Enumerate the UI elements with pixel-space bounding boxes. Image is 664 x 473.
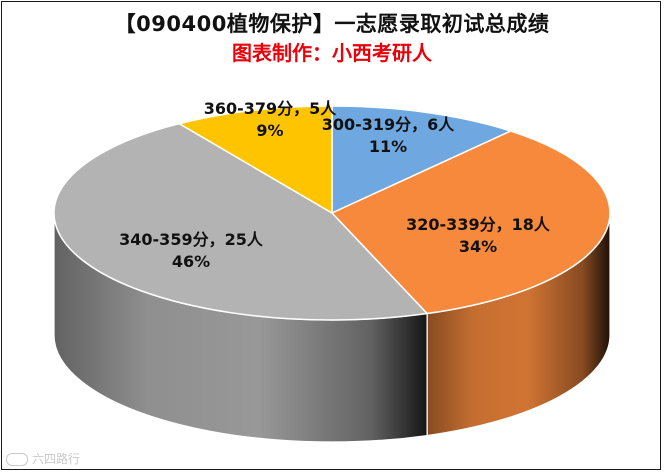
data-label-360-379分: 360-379分，5人 9% <box>204 99 338 140</box>
watermark: 六四路行 <box>6 450 80 467</box>
data-label-340-359分: 340-359分，25人 46% <box>119 230 264 271</box>
pie-slice-340-359分 <box>53 122 428 321</box>
data-label-300-319分: 300-319分，6人 11% <box>322 115 456 156</box>
pie-slice-360-379分 <box>178 105 333 214</box>
chart-subtitle: 图表制作：小西考研人 <box>232 41 432 65</box>
watermark-text: 六四路行 <box>32 452 81 466</box>
pie-slice-300-319分 <box>331 105 512 214</box>
pie-top-slices <box>53 105 611 321</box>
data-label-320-339分: 320-339分，18人 34% <box>406 215 551 256</box>
pie-data-labels: 300-319分，6人 11% 320-339分，18人 34% 340-359分，25… <box>119 99 551 271</box>
pie-slice-320-339分 <box>331 130 611 315</box>
watermark-logo-icon <box>6 453 28 466</box>
chart-title: 【090400植物保护】一志愿录取初试总成绩 <box>114 12 550 36</box>
